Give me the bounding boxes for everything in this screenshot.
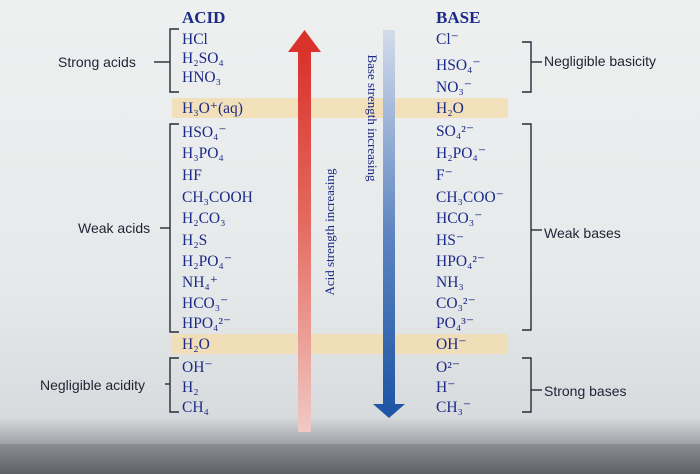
base-item: H₂O xyxy=(436,100,464,117)
acid-item: HPO₄²⁻ xyxy=(182,315,232,332)
negligible-acidity-label: Negligible acidity xyxy=(40,377,146,393)
base-item: O²⁻ xyxy=(436,359,461,376)
strong-acids-label: Strong acids xyxy=(58,54,136,70)
acid-item: H₃PO₄ xyxy=(182,145,224,162)
acid-item: HF xyxy=(182,167,202,184)
negligible-basicity-label: Negligible basicity xyxy=(544,53,657,69)
base-item: HCO₃⁻ xyxy=(436,210,483,227)
acid-item: HSO₄⁻ xyxy=(182,124,227,141)
base-item: HS⁻ xyxy=(436,232,464,249)
base-item: OH⁻ xyxy=(436,336,467,353)
base-item: Cl⁻ xyxy=(436,31,459,48)
acid-item: H₂PO₄⁻ xyxy=(182,253,232,270)
base-item: CH₃⁻ xyxy=(436,399,472,416)
acid-item: H₂CO₃ xyxy=(182,210,226,227)
acid-item: H₃O⁺(aq) xyxy=(182,100,243,117)
weak-bases-label: Weak bases xyxy=(544,225,621,241)
acid-item: H₂O xyxy=(182,336,210,353)
base-item: NO₃⁻ xyxy=(436,79,472,96)
acid-header: ACID xyxy=(182,8,226,27)
acid-item: HCO₃⁻ xyxy=(182,295,229,312)
base-item: HPO₄²⁻ xyxy=(436,253,486,270)
base-item: HSO₄⁻ xyxy=(436,57,481,74)
acid-item: HNO₃ xyxy=(182,69,221,86)
water-highlight-row xyxy=(172,334,508,354)
base-header: BASE xyxy=(436,8,481,27)
base-item: H⁻ xyxy=(436,379,456,396)
base-item: H₂PO₄⁻ xyxy=(436,145,486,162)
acid-item: H₂ xyxy=(182,379,199,396)
base-strength-label: Base strength increasing xyxy=(365,54,380,182)
acid-item: CH₃COOH xyxy=(182,189,253,206)
acid-item: NH₄⁺ xyxy=(182,274,218,291)
acid-item: H₂SO₄ xyxy=(182,50,224,67)
acid-item: HCl xyxy=(182,31,208,48)
acid-item: OH⁻ xyxy=(182,359,213,376)
weak-acids-label: Weak acids xyxy=(78,220,151,236)
base-item: SO₄²⁻ xyxy=(436,123,475,140)
acid-item: H₂S xyxy=(182,232,208,249)
acid-item: CH₄ xyxy=(182,399,209,416)
base-item: NH₃ xyxy=(436,274,464,291)
hydronium-highlight-row xyxy=(172,98,508,118)
base-item: PO₄³⁻ xyxy=(436,315,475,332)
acid-strength-label: Acid strength increasing xyxy=(322,168,337,296)
base-item: CH₃COO⁻ xyxy=(436,189,504,206)
base-item: F⁻ xyxy=(436,167,453,184)
strong-bases-label: Strong bases xyxy=(544,383,627,399)
photo-bottom-edge xyxy=(0,444,700,474)
base-item: CO₃²⁻ xyxy=(436,295,476,312)
